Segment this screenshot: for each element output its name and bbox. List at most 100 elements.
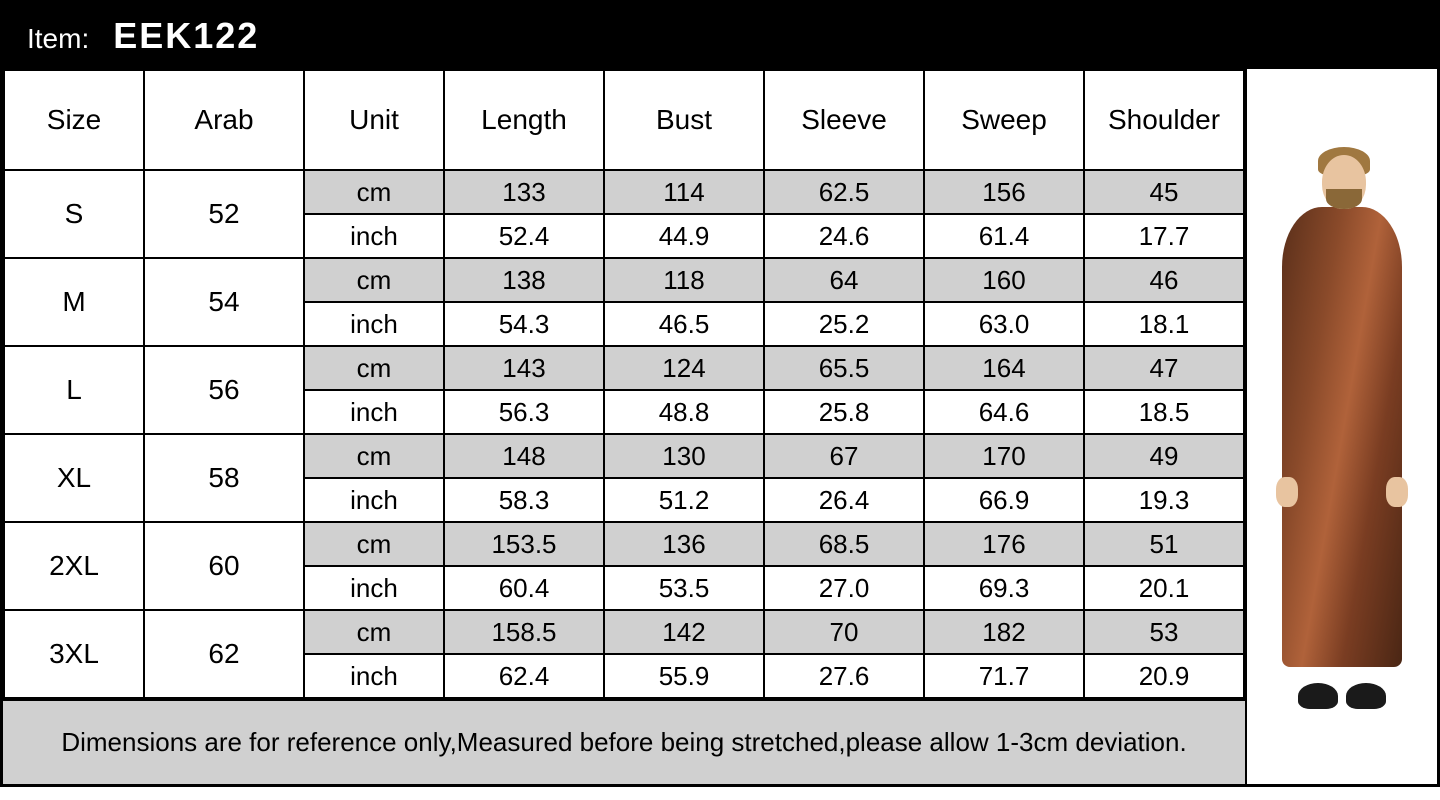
value-cell: 46.5 [604,302,764,346]
value-cell: 164 [924,346,1084,390]
value-cell: 158.5 [444,610,604,654]
value-cell: 24.6 [764,214,924,258]
value-cell: 71.7 [924,654,1084,698]
col-size: Size [4,70,144,170]
value-cell: 64.6 [924,390,1084,434]
value-cell: 160 [924,258,1084,302]
value-cell: 27.0 [764,566,924,610]
table-row: L56cm14312465.516447 [4,346,1244,390]
value-cell: 69.3 [924,566,1084,610]
arab-cell: 60 [144,522,304,610]
value-cell: 124 [604,346,764,390]
value-cell: 153.5 [444,522,604,566]
value-cell: 64 [764,258,924,302]
col-arab: Arab [144,70,304,170]
value-cell: 58.3 [444,478,604,522]
unit-cell: inch [304,214,444,258]
value-cell: 143 [444,346,604,390]
beard-shape [1326,189,1362,209]
value-cell: 60.4 [444,566,604,610]
unit-cell: inch [304,654,444,698]
value-cell: 53.5 [604,566,764,610]
value-cell: 136 [604,522,764,566]
shoe-left [1298,683,1338,709]
arab-cell: 58 [144,434,304,522]
unit-cell: cm [304,522,444,566]
arab-cell: 54 [144,258,304,346]
item-label: Item: [27,23,89,55]
value-cell: 54.3 [444,302,604,346]
size-cell: XL [4,434,144,522]
value-cell: 48.8 [604,390,764,434]
value-cell: 20.9 [1084,654,1244,698]
value-cell: 68.5 [764,522,924,566]
col-bust: Bust [604,70,764,170]
value-cell: 65.5 [764,346,924,390]
value-cell: 130 [604,434,764,478]
col-sleeve: Sleeve [764,70,924,170]
value-cell: 142 [604,610,764,654]
footer-note: Dimensions are for reference only,Measur… [3,699,1245,784]
unit-cell: inch [304,478,444,522]
value-cell: 56.3 [444,390,604,434]
hand-left [1276,477,1298,507]
col-shoulder: Shoulder [1084,70,1244,170]
value-cell: 53 [1084,610,1244,654]
value-cell: 25.2 [764,302,924,346]
table-header-row: Size Arab Unit Length Bust Sleeve Sweep … [4,70,1244,170]
value-cell: 26.4 [764,478,924,522]
shoe-right [1346,683,1386,709]
hand-right [1386,477,1408,507]
model-figure [1262,137,1422,717]
col-length: Length [444,70,604,170]
value-cell: 55.9 [604,654,764,698]
value-cell: 52.4 [444,214,604,258]
value-cell: 156 [924,170,1084,214]
col-sweep: Sweep [924,70,1084,170]
table-row: 3XL62cm158.51427018253 [4,610,1244,654]
table-row: XL58cm1481306717049 [4,434,1244,478]
value-cell: 118 [604,258,764,302]
arab-cell: 62 [144,610,304,698]
value-cell: 18.1 [1084,302,1244,346]
size-cell: M [4,258,144,346]
unit-cell: cm [304,434,444,478]
arab-cell: 56 [144,346,304,434]
value-cell: 182 [924,610,1084,654]
value-cell: 62.4 [444,654,604,698]
table-row: S52cm13311462.515645 [4,170,1244,214]
product-image-col [1245,69,1437,784]
value-cell: 19.3 [1084,478,1244,522]
size-table: Size Arab Unit Length Bust Sleeve Sweep … [3,69,1245,699]
unit-cell: cm [304,170,444,214]
value-cell: 61.4 [924,214,1084,258]
col-unit: Unit [304,70,444,170]
value-cell: 46 [1084,258,1244,302]
value-cell: 47 [1084,346,1244,390]
unit-cell: cm [304,258,444,302]
value-cell: 63.0 [924,302,1084,346]
value-cell: 44.9 [604,214,764,258]
unit-cell: inch [304,302,444,346]
value-cell: 49 [1084,434,1244,478]
content-row: Size Arab Unit Length Bust Sleeve Sweep … [3,69,1437,784]
value-cell: 27.6 [764,654,924,698]
table-row: M54cm1381186416046 [4,258,1244,302]
value-cell: 170 [924,434,1084,478]
value-cell: 176 [924,522,1084,566]
value-cell: 18.5 [1084,390,1244,434]
size-cell: L [4,346,144,434]
size-chart-container: Item: EEK122 Size Arab Unit Length Bust … [0,0,1440,787]
value-cell: 25.8 [764,390,924,434]
size-cell: 3XL [4,610,144,698]
value-cell: 67 [764,434,924,478]
table-wrap: Size Arab Unit Length Bust Sleeve Sweep … [3,69,1245,784]
arab-cell: 52 [144,170,304,258]
value-cell: 45 [1084,170,1244,214]
table-row: 2XL60cm153.513668.517651 [4,522,1244,566]
value-cell: 70 [764,610,924,654]
value-cell: 62.5 [764,170,924,214]
item-header: Item: EEK122 [3,3,1437,69]
value-cell: 17.7 [1084,214,1244,258]
size-cell: 2XL [4,522,144,610]
